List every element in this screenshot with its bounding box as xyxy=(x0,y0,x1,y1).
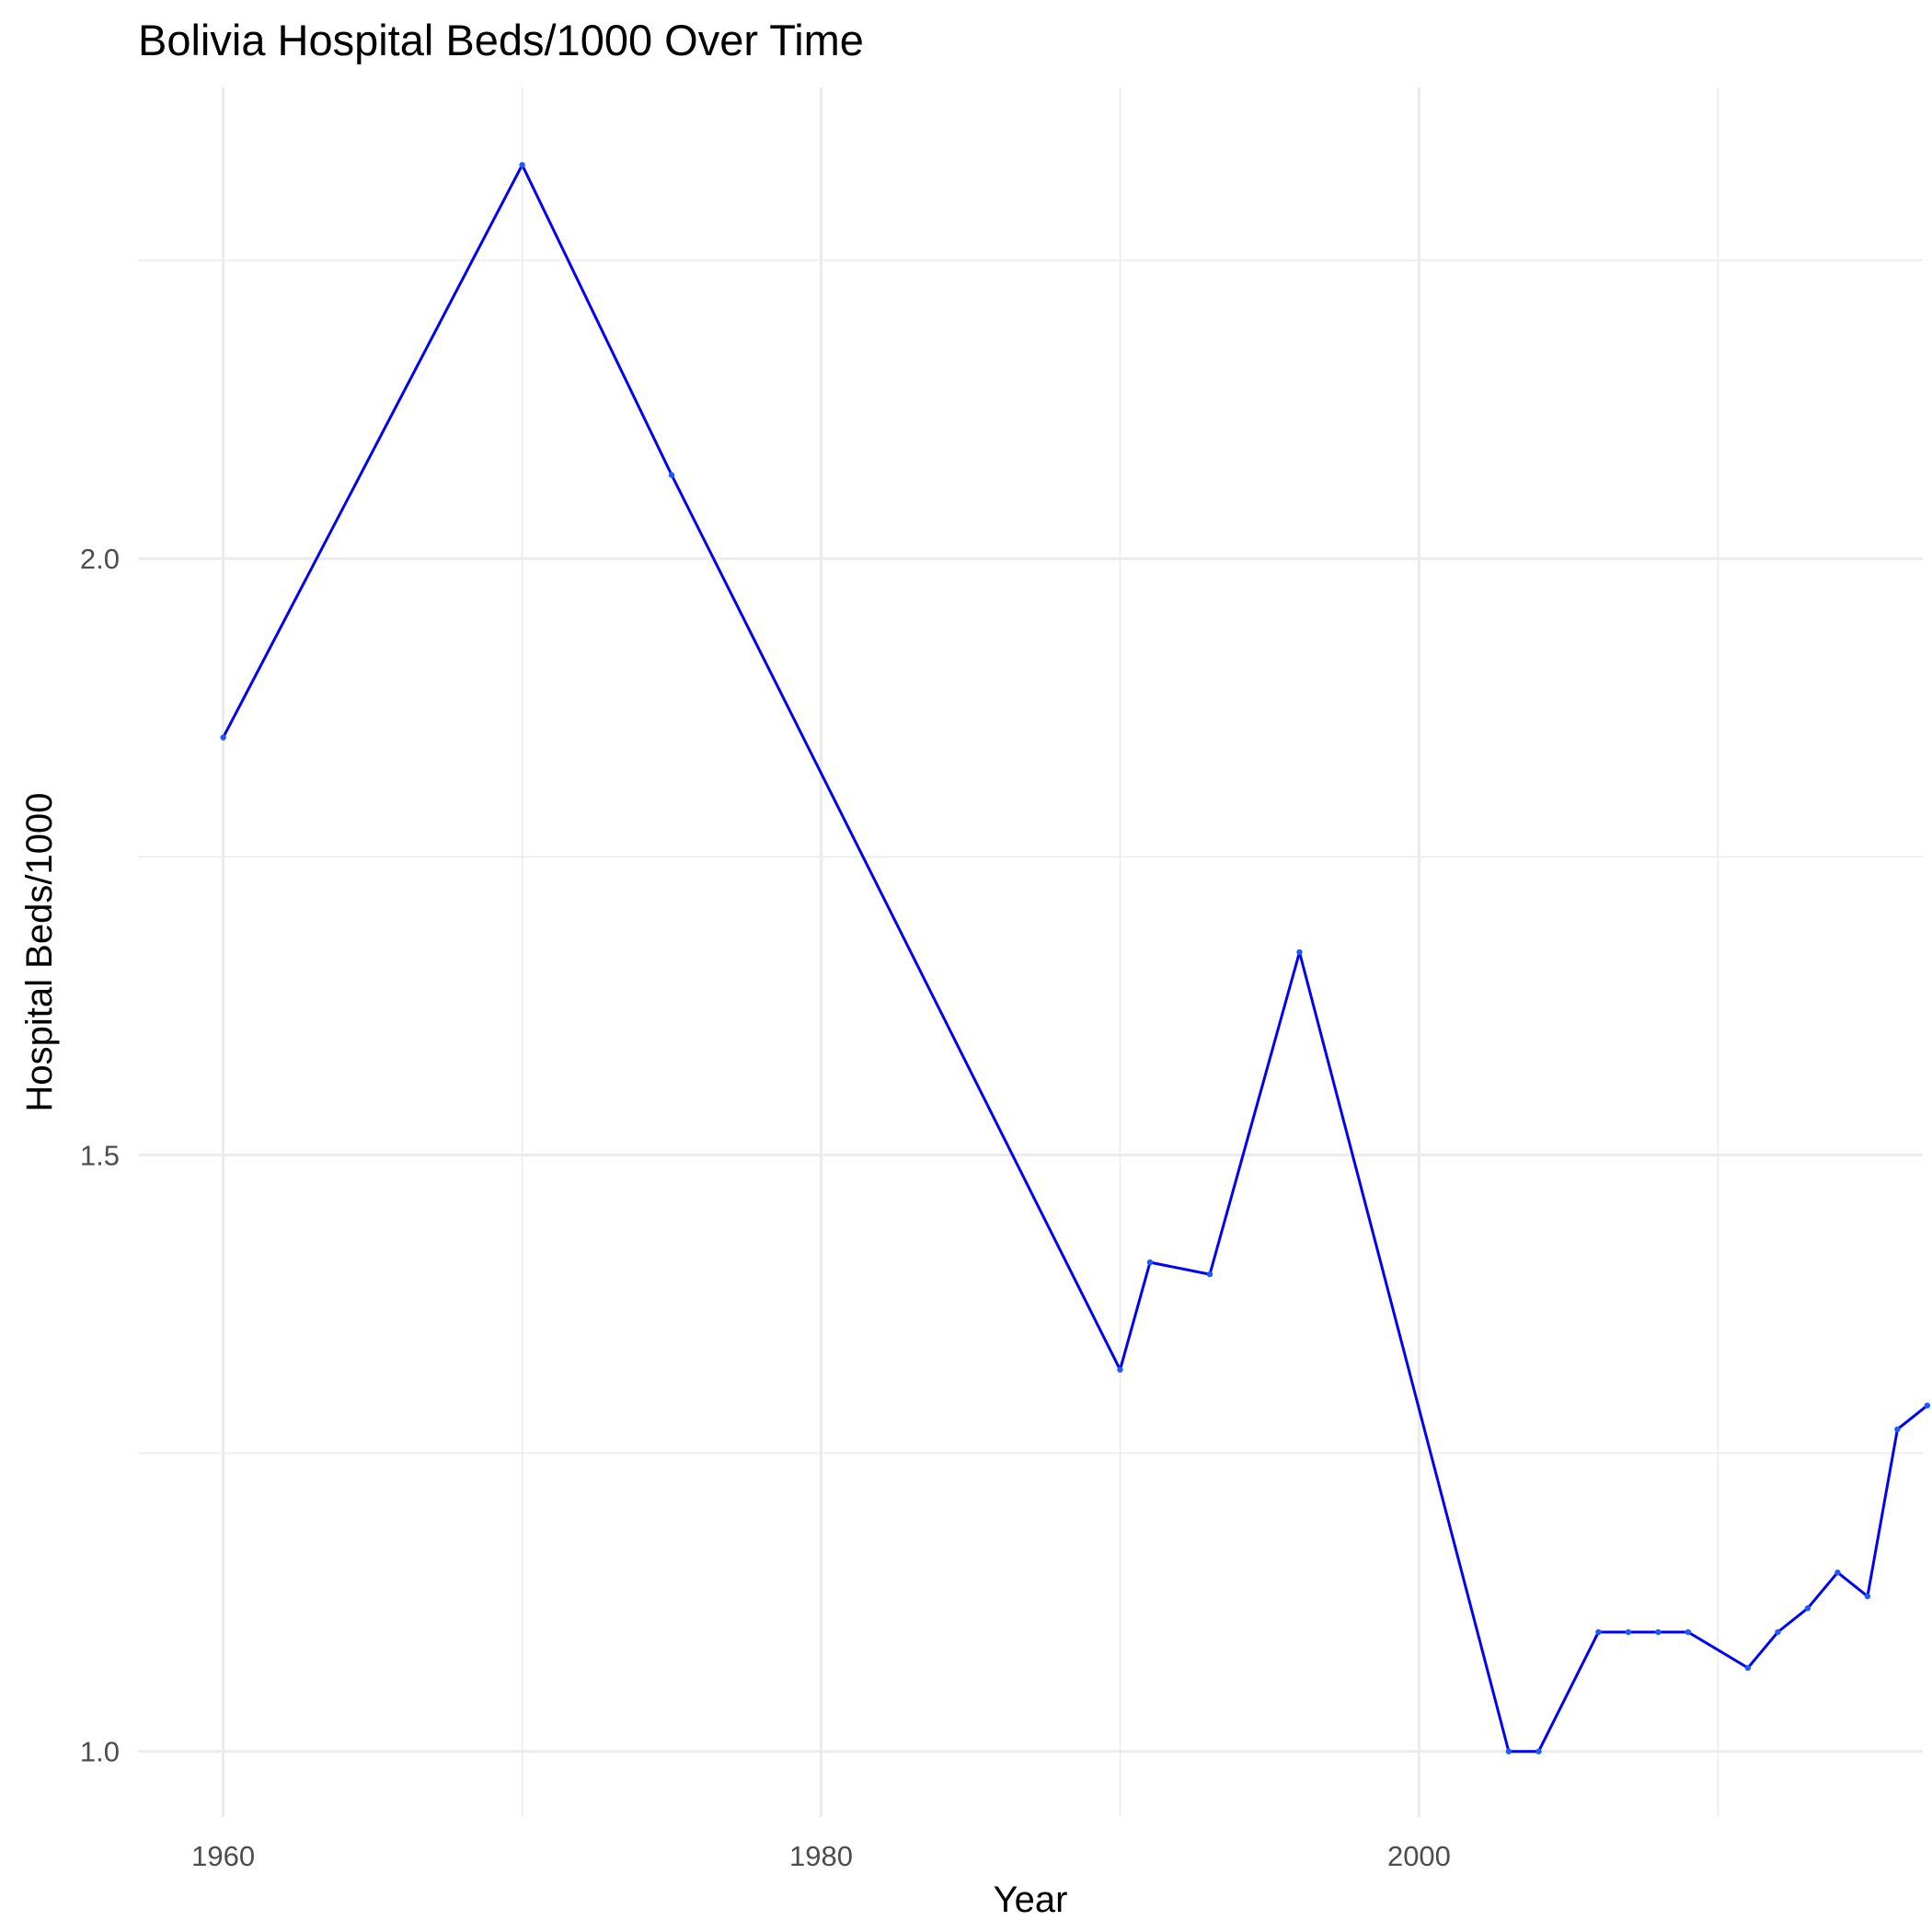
x-tick-label: 1960 xyxy=(191,1840,255,1872)
minor-gridlines xyxy=(138,87,1923,1817)
data-point xyxy=(220,734,226,741)
data-point xyxy=(1505,1748,1512,1754)
y-axis-tick-labels: 1.0 1.5 2.0 xyxy=(80,543,120,1768)
data-point xyxy=(1864,1593,1871,1600)
data-point xyxy=(1894,1426,1901,1432)
data-point xyxy=(1595,1628,1602,1636)
x-axis-tick-labels: 1960 1980 2000 xyxy=(191,1840,1451,1872)
data-point xyxy=(1206,1271,1213,1278)
x-tick-label: 2000 xyxy=(1387,1840,1451,1872)
y-tick-label: 1.0 xyxy=(80,1736,120,1768)
data-point xyxy=(1655,1628,1662,1636)
series-line xyxy=(222,163,1928,1754)
data-point xyxy=(1744,1664,1752,1672)
data-point xyxy=(668,472,675,478)
data-point xyxy=(519,162,525,168)
data-point xyxy=(1834,1570,1841,1576)
data-point xyxy=(1535,1748,1542,1754)
data-point xyxy=(1804,1604,1811,1612)
y-axis-title: Hospital Beds/1000 xyxy=(19,793,60,1112)
data-point xyxy=(1685,1628,1692,1636)
y-tick-label: 1.5 xyxy=(80,1139,120,1171)
data-point xyxy=(1117,1366,1123,1373)
data-point xyxy=(1775,1628,1781,1636)
x-tick-label: 1980 xyxy=(789,1840,853,1872)
major-gridlines xyxy=(138,87,1923,1817)
data-point xyxy=(1625,1628,1632,1636)
data-point xyxy=(1924,1402,1931,1409)
chart-title: Bolivia Hospital Beds/1000 Over Time xyxy=(138,16,864,64)
x-axis-title: Year xyxy=(994,1880,1068,1920)
data-point xyxy=(1296,949,1303,956)
y-tick-label: 2.0 xyxy=(80,543,120,575)
data-point xyxy=(1146,1259,1154,1266)
series-layer xyxy=(220,162,1931,1754)
